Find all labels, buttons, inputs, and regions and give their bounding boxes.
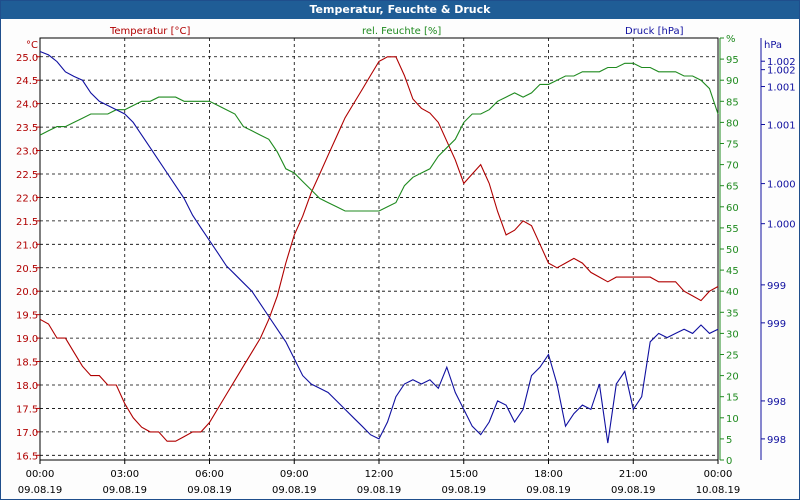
temperature-tick-label: 23.0 bbox=[16, 147, 38, 158]
temperature-tick-label: 18.0 bbox=[16, 381, 38, 392]
humidity-tick-label: 35 bbox=[726, 308, 739, 319]
x-tick-time: 12:00 bbox=[365, 469, 394, 480]
temperature-tick-label: 16.5 bbox=[16, 451, 38, 462]
humidity-tick-label: 5 bbox=[726, 435, 732, 446]
pressure-unit: hPa bbox=[764, 40, 782, 51]
temperature-tick-label: 20.0 bbox=[16, 287, 38, 298]
temperature-tick-label: 19.5 bbox=[16, 311, 38, 322]
humidity-tick-label: 40 bbox=[726, 287, 739, 298]
temperature-tick-label: 21.0 bbox=[16, 240, 38, 251]
x-tick-date: 09.08.19 bbox=[18, 485, 63, 496]
x-tick-date: 09.08.19 bbox=[187, 485, 232, 496]
pressure-tick-label: 999 bbox=[767, 281, 786, 292]
x-tick-time: 15:00 bbox=[449, 469, 478, 480]
pressure-axis-label: Druck [hPa] bbox=[625, 26, 684, 37]
humidity-tick-label: 95 bbox=[726, 55, 739, 66]
pressure-tick-label: 1.000 bbox=[767, 180, 796, 191]
temperature-tick-label: 17.5 bbox=[16, 404, 38, 415]
humidity-tick-label: 20 bbox=[726, 372, 739, 383]
humidity-tick-label: 90 bbox=[726, 76, 739, 87]
humidity-axis-label: rel. Feuchte [%] bbox=[362, 26, 441, 37]
pressure-tick-label: 1.000 bbox=[767, 220, 796, 231]
temperature-tick-label: 17.0 bbox=[16, 428, 38, 439]
humidity-tick-label: 45 bbox=[726, 266, 739, 277]
x-tick-time: 09:00 bbox=[280, 469, 309, 480]
temperature-tick-label: 23.5 bbox=[16, 123, 38, 134]
x-tick-date: 10.08.19 bbox=[696, 485, 741, 496]
humidity-tick-label: 60 bbox=[726, 203, 739, 214]
pressure-tick-label: 1.002 bbox=[767, 57, 796, 68]
humidity-tick-label: 70 bbox=[726, 161, 739, 172]
x-tick-date: 09.08.19 bbox=[272, 485, 317, 496]
chart-title: Temperatur, Feuchte & Druck bbox=[1, 1, 799, 19]
temperature-tick-label: 21.5 bbox=[16, 217, 38, 228]
temperature-tick-label: 24.0 bbox=[16, 100, 38, 111]
pressure-tick-label: 1.002 bbox=[767, 66, 796, 77]
x-tick-time: 03:00 bbox=[110, 469, 139, 480]
x-tick-date: 09.08.19 bbox=[357, 485, 402, 496]
humidity-tick-label: 85 bbox=[726, 97, 739, 108]
pressure-tick-label: 1.001 bbox=[767, 83, 796, 94]
temperature-tick-label: 22.0 bbox=[16, 193, 38, 204]
humidity-tick-label: 0 bbox=[726, 456, 732, 467]
humidity-tick-label: 50 bbox=[726, 245, 739, 256]
temperature-tick-label: 18.5 bbox=[16, 358, 38, 369]
humidity-tick-label: 55 bbox=[726, 224, 739, 235]
humidity-tick-label: 75 bbox=[726, 140, 739, 151]
humidity-tick-label: 30 bbox=[726, 329, 739, 340]
pressure-tick-label: 998 bbox=[767, 397, 786, 408]
x-tick-date: 09.08.19 bbox=[611, 485, 656, 496]
humidity-tick-label: % bbox=[726, 34, 736, 45]
humidity-tick-label: 10 bbox=[726, 414, 739, 425]
temperature-tick-label: 24.5 bbox=[16, 76, 38, 87]
humidity-tick-label: 65 bbox=[726, 182, 739, 193]
temperature-tick-label: 20.5 bbox=[16, 264, 38, 275]
pressure-tick-label: 999 bbox=[767, 319, 786, 330]
temperature-tick-label: 25.0 bbox=[16, 53, 38, 64]
humidity-tick-label: 15 bbox=[726, 393, 739, 404]
temperature-tick-label: 19.0 bbox=[16, 334, 38, 345]
x-tick-time: 18:00 bbox=[534, 469, 563, 480]
x-tick-date: 09.08.19 bbox=[526, 485, 571, 496]
humidity-tick-label: 25 bbox=[726, 351, 739, 362]
temperature-series-line bbox=[39, 56, 719, 442]
x-tick-date: 09.08.19 bbox=[441, 485, 486, 496]
temperature-tick-label: 22.5 bbox=[16, 170, 38, 181]
pressure-series-line bbox=[39, 50, 719, 444]
x-tick-time: 00:00 bbox=[26, 469, 55, 480]
x-tick-time: 00:00 bbox=[704, 469, 733, 480]
pressure-tick-label: 998 bbox=[767, 435, 786, 446]
x-tick-date: 09.08.19 bbox=[102, 485, 147, 496]
temperature-axis-label: Temperatur [°C] bbox=[109, 26, 190, 37]
humidity-series-line bbox=[39, 62, 719, 212]
humidity-tick-label: 80 bbox=[726, 118, 739, 129]
pressure-tick-label: 1.001 bbox=[767, 121, 796, 132]
x-tick-time: 06:00 bbox=[195, 469, 224, 480]
temperature-unit: °C bbox=[26, 40, 38, 51]
x-tick-time: 21:00 bbox=[619, 469, 648, 480]
